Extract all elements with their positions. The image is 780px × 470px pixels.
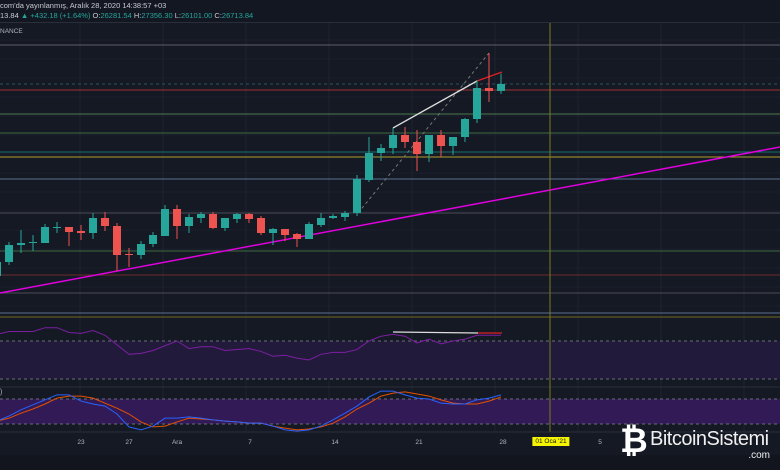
candle-down [281, 229, 289, 235]
candle-down [245, 214, 253, 219]
bitcoinsistemi-logo: ₿ BitcoinSistemi .com [620, 422, 776, 462]
crosshair-date-label: 01 Oca '21 [532, 437, 570, 446]
candle-down [65, 227, 73, 232]
x-tick: 7 [248, 439, 252, 446]
logo-domain: .com [748, 450, 770, 461]
bottom-strip [0, 455, 780, 470]
candle-down [257, 218, 265, 233]
candle-up [17, 243, 25, 245]
last-price: 13.84 [0, 11, 19, 20]
x-tick: 27 [125, 439, 133, 446]
x-tick: Ara [171, 439, 183, 446]
candle-up [377, 148, 385, 153]
price-change: +432.18 (+1.64%) [30, 11, 91, 20]
candle-down [77, 231, 85, 233]
bitcoin-logo-icon: ₿ [620, 422, 648, 460]
candle-up [41, 227, 49, 243]
candle-up [161, 209, 169, 236]
candle-up [449, 137, 457, 146]
candle-up [0, 262, 1, 276]
candle-up [461, 119, 469, 137]
ohlc-readout: 13.84 ▲ +432.18 (+1.64%) O:26281.54 H:27… [0, 11, 253, 20]
candle-up [473, 88, 481, 119]
candle-up [389, 135, 397, 148]
rsi-band [0, 341, 780, 379]
candle-up [425, 135, 433, 154]
candle-up [233, 214, 241, 219]
projection-line [357, 52, 490, 214]
high-value: 27356.30 [141, 11, 173, 20]
candle-up [497, 83, 505, 91]
published-info: com'da yayınlanmış, Aralık 28, 2020 14:3… [0, 1, 167, 10]
x-tick: 21 [415, 439, 423, 446]
candle-up [185, 217, 193, 226]
x-tick: 5 [598, 439, 602, 446]
close-label: C: [214, 11, 222, 20]
rsi-divergence-white [392, 331, 479, 334]
up-arrow-icon: ▲ [20, 11, 29, 20]
low-label: L: [174, 11, 182, 20]
stoch-label: ) [0, 389, 3, 396]
candle-down [485, 88, 493, 91]
candle-up [341, 213, 349, 217]
close-value: 26713.84 [221, 11, 254, 20]
candle-down [173, 209, 181, 226]
divergence-line-white [392, 80, 478, 129]
candle-down [437, 135, 445, 146]
candle-down [113, 226, 121, 255]
chart-header: com'da yayınlanmış, Aralık 28, 2020 14:3… [0, 0, 780, 23]
stoch-k-line [0, 390, 502, 432]
candle-down [401, 135, 409, 142]
candle-up [353, 179, 361, 213]
logo-name: BitcoinSistemi [650, 428, 769, 450]
low-value: 26101.00 [181, 11, 213, 20]
candle-down [125, 254, 133, 255]
candle-up [53, 227, 61, 228]
candle-up [197, 214, 205, 218]
candle-up [305, 224, 313, 239]
candle-up [5, 245, 13, 262]
candle-up [365, 153, 373, 180]
x-tick: 14 [331, 439, 339, 446]
x-tick: 28 [499, 439, 507, 446]
candle-up [29, 242, 37, 243]
candle-down [209, 214, 217, 228]
candle-down [413, 142, 421, 154]
rsi-line [0, 327, 501, 361]
open-label: O: [92, 11, 101, 20]
candle-up [149, 235, 157, 244]
candle-up [89, 218, 97, 233]
open-value: 26281.54 [100, 11, 132, 20]
candle-down [101, 218, 109, 226]
trend-line [0, 146, 780, 294]
candle-up [329, 216, 337, 218]
candle-up [221, 218, 229, 228]
candle-down [293, 234, 301, 239]
high-label: H: [133, 11, 142, 20]
candle-up [137, 244, 145, 255]
candle-up [317, 218, 325, 225]
x-tick: 23 [77, 439, 85, 446]
exchange-label: NANCE [0, 28, 23, 35]
stoch-band [0, 399, 780, 424]
candle-up [269, 229, 277, 233]
